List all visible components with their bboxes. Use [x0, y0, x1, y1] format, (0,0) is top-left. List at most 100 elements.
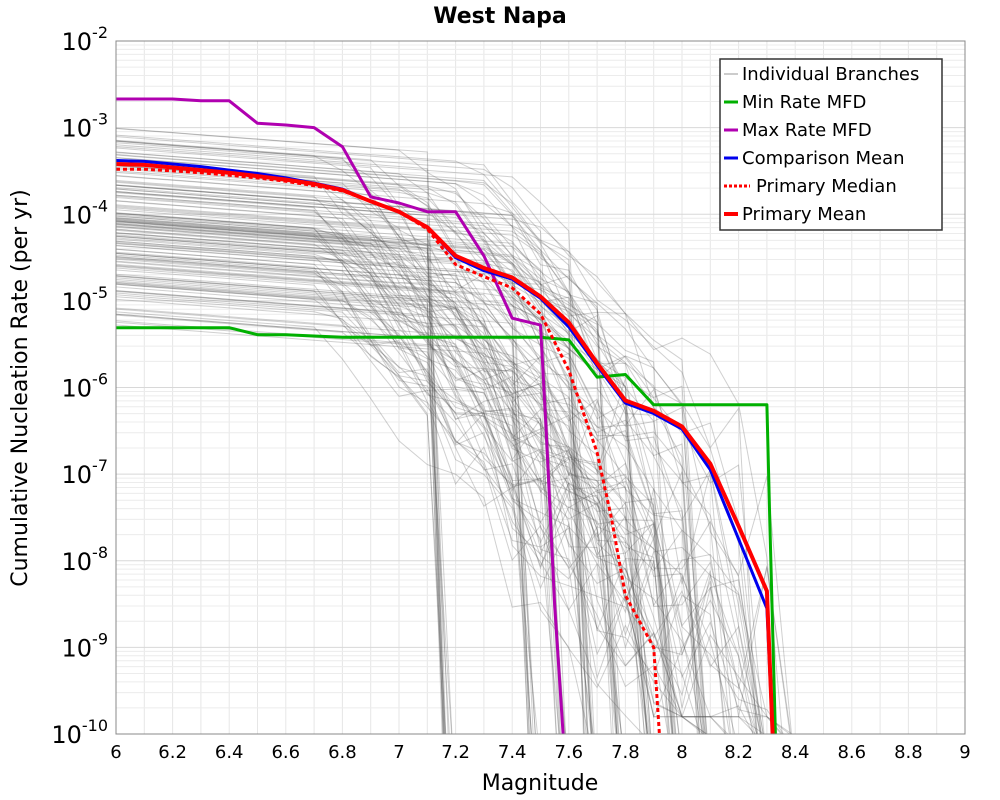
y-tick-label: 10-9 — [62, 629, 109, 662]
x-tick-label: 6.4 — [215, 742, 244, 763]
branch-line — [115, 140, 783, 735]
y-tick-base: 10 — [62, 375, 93, 403]
legend-label-individual-branches: Individual Branches — [742, 64, 919, 85]
series-lines — [115, 97, 777, 735]
branch-line — [115, 154, 674, 735]
branch-line — [115, 221, 725, 735]
branch-line — [115, 240, 533, 735]
branch-line — [115, 283, 643, 735]
series-line-max-rate-mfd — [116, 97, 565, 735]
branch-line — [115, 181, 618, 735]
branch-line — [115, 223, 648, 735]
y-tick-exponent: -3 — [92, 110, 108, 129]
branch-line — [115, 266, 676, 735]
branch-line — [115, 147, 444, 735]
branch-line — [115, 212, 557, 735]
x-tick-label: 7 — [393, 742, 404, 763]
y-tick-label: 10-2 — [62, 23, 109, 56]
branch-line — [115, 194, 588, 735]
branch-line — [115, 238, 790, 735]
branch-line — [115, 234, 677, 735]
branch-line — [115, 191, 588, 735]
branch-line — [115, 258, 587, 735]
legend-label-primary-mean: Primary Mean — [742, 204, 866, 225]
y-tick-base: 10 — [62, 548, 93, 576]
branch-line — [115, 175, 756, 735]
branch-line — [115, 184, 614, 735]
branch-line — [115, 142, 529, 735]
x-tick-label: 8.6 — [837, 742, 866, 763]
branch-line — [115, 140, 532, 735]
y-tick-exponent: -10 — [82, 716, 108, 735]
branch-line — [115, 188, 762, 735]
branch-line — [115, 248, 585, 735]
y-tick-label: 10-6 — [62, 370, 109, 403]
x-tick-label: 6 — [110, 742, 121, 763]
x-tick-label: 6.2 — [158, 742, 187, 763]
branch-line — [115, 282, 707, 735]
x-tick-label: 6.8 — [328, 742, 357, 763]
branch-line — [115, 294, 726, 735]
branch-line — [115, 179, 706, 735]
branch-line — [115, 184, 618, 735]
branch-line — [115, 273, 784, 735]
branch-line — [115, 232, 706, 735]
x-tick-label: 8.2 — [724, 742, 753, 763]
legend: Individual Branches Min Rate MFD Max Rat… — [719, 58, 943, 231]
branch-line — [115, 184, 530, 735]
branch-line — [115, 241, 532, 735]
x-tick-label: 7.8 — [611, 742, 640, 763]
branch-line — [115, 204, 647, 735]
branch-line — [115, 283, 673, 735]
branch-line — [115, 128, 584, 735]
branch-line — [115, 220, 669, 735]
branch-line — [115, 278, 727, 735]
branch-line — [115, 200, 758, 735]
branch-line — [115, 207, 453, 735]
branch-line — [115, 269, 590, 735]
y-tick-base: 10 — [62, 288, 93, 316]
branch-line — [115, 261, 623, 735]
branch-line — [115, 221, 645, 735]
branch-line — [115, 184, 622, 735]
x-tick-label: 7.6 — [554, 742, 583, 763]
series-line-min-rate-mfd — [116, 326, 777, 735]
branch-line — [115, 252, 754, 735]
branch-line — [115, 192, 538, 735]
y-tick-label: 10-5 — [62, 283, 109, 316]
branch-line — [115, 251, 560, 735]
branch-line — [115, 222, 446, 735]
y-axis-title: Cumulative Nucleation Rate (per yr) — [8, 189, 33, 587]
branch-line — [115, 290, 649, 735]
y-tick-label: 10-3 — [62, 110, 109, 143]
branch-line — [115, 290, 529, 735]
branch-line — [115, 232, 592, 735]
branch-line — [115, 194, 444, 735]
x-tick-label: 6.6 — [271, 742, 300, 763]
y-tick-exponent: -4 — [92, 196, 108, 215]
branch-line — [115, 228, 756, 735]
branch-line — [115, 292, 530, 735]
branch-line — [115, 218, 764, 735]
branch-line — [115, 257, 758, 735]
y-tick-base: 10 — [62, 634, 93, 662]
x-tick-label: 8 — [676, 742, 687, 763]
branch-line — [115, 252, 734, 735]
branch-line — [115, 244, 534, 735]
y-tick-exponent: -8 — [92, 543, 108, 562]
branch-line — [115, 139, 676, 735]
branch-line — [115, 265, 762, 735]
x-tick-labels: 6 6.2 6.4 6.6 6.8 7 7.2 7.4 7.6 7.8 8 8.2 8.4 8.6 8.8 9 — [110, 742, 970, 763]
branch-line — [115, 212, 592, 735]
branch-line — [115, 275, 589, 735]
branch-line — [115, 324, 648, 735]
legend-label-comparison-mean: Comparison Mean — [742, 148, 905, 169]
branch-line — [115, 217, 703, 735]
x-axis-title: Magnitude — [482, 771, 599, 796]
branch-line — [115, 296, 708, 735]
branch-line — [115, 311, 783, 735]
series-line-primary-median — [116, 167, 661, 735]
branch-line — [115, 286, 782, 735]
branch-line — [115, 281, 699, 735]
